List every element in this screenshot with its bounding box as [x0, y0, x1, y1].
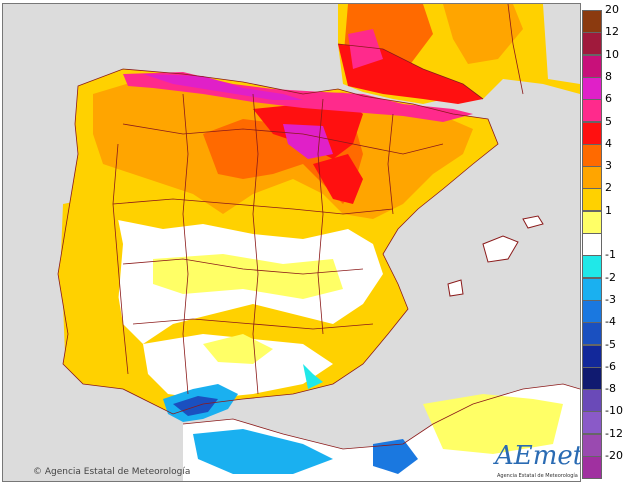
legend-label: -8 [605, 382, 616, 396]
copyright-icon: © [33, 467, 42, 477]
anomaly-map: © Agencia Estatal de Meteorología AEmet … [2, 3, 581, 482]
legend-swatch [582, 54, 602, 78]
legend-swatch [582, 166, 602, 190]
algeria-cold-spot [373, 439, 418, 474]
legend-swatch [582, 32, 602, 56]
legend-swatch [582, 456, 602, 479]
legend-label: -3 [605, 292, 616, 306]
legend-label: -6 [605, 359, 616, 373]
navarra-violet [283, 124, 333, 159]
legend-swatch [582, 411, 602, 435]
france-magenta-spot [348, 29, 383, 69]
aragon-red-zone [313, 154, 363, 204]
portugal-region [61, 194, 123, 382]
legend-swatch [582, 99, 602, 123]
legend-label: -1 [605, 248, 616, 262]
legend-swatch [582, 277, 602, 301]
legend-swatch [582, 255, 602, 279]
legend-swatch [582, 210, 602, 234]
legend-swatch [582, 143, 602, 167]
algeria-warm-zone [423, 394, 563, 454]
legend-label: 10 [605, 47, 619, 61]
legend-swatch [582, 433, 602, 457]
legend-label: -4 [605, 315, 616, 329]
legend-swatch [582, 299, 602, 323]
color-legend: 20 12 10 8 6 5 4 3 2 1 -1 -2 -3 -4 -5 -6 -8 -10 -12 -20 [582, 4, 628, 480]
legend-swatch [582, 188, 602, 212]
legend-swatch [582, 344, 602, 368]
morocco-cold-zone [193, 429, 333, 474]
legend-label: -2 [605, 270, 616, 284]
logo-wordmark: AEmet [495, 441, 581, 471]
legend-label: 8 [605, 69, 612, 83]
credit-text: Agencia Estatal de Meteorología [44, 467, 191, 477]
legend-label: 5 [605, 114, 612, 128]
legend-label: 6 [605, 92, 612, 106]
legend-label: 4 [605, 136, 612, 150]
almeria-cyan [303, 364, 323, 389]
legend-label: 12 [605, 25, 619, 39]
ibiza [447, 279, 464, 297]
aemet-logo: AEmet Agencia Estatal de Meteorología [495, 441, 581, 481]
legend-swatch [582, 322, 602, 346]
legend-label: 3 [605, 159, 612, 173]
legend-label: -12 [605, 426, 623, 440]
andalusia-neutral [143, 334, 333, 399]
la-mancha-yellow [153, 254, 343, 299]
france-east-zone [443, 4, 523, 64]
legend-swatch [582, 10, 602, 33]
legend-swatch [582, 366, 602, 390]
france-edge [543, 4, 580, 84]
strait-colder-zone [173, 396, 218, 416]
legend-label: 20 [605, 3, 619, 16]
andalusia-warm-patch [203, 334, 273, 364]
legend-swatch [582, 389, 602, 413]
legend-label: 2 [605, 181, 612, 195]
province-borders [57, 4, 580, 450]
mallorca [482, 235, 519, 263]
legend-swatch [582, 76, 602, 100]
map-canvas [3, 4, 580, 481]
legend-label: -20 [605, 449, 623, 462]
logo-subtitle: Agencia Estatal de Meteorología [497, 473, 578, 479]
legend-label: 1 [605, 203, 612, 217]
legend-swatch [582, 121, 602, 145]
cantabria-violet [143, 74, 303, 100]
agency-credit: © Agencia Estatal de Meteorología [33, 467, 190, 477]
legend-label: -5 [605, 337, 616, 351]
legend-label: -10 [605, 404, 623, 418]
legend-swatch [582, 233, 602, 256]
menorca [522, 215, 544, 229]
